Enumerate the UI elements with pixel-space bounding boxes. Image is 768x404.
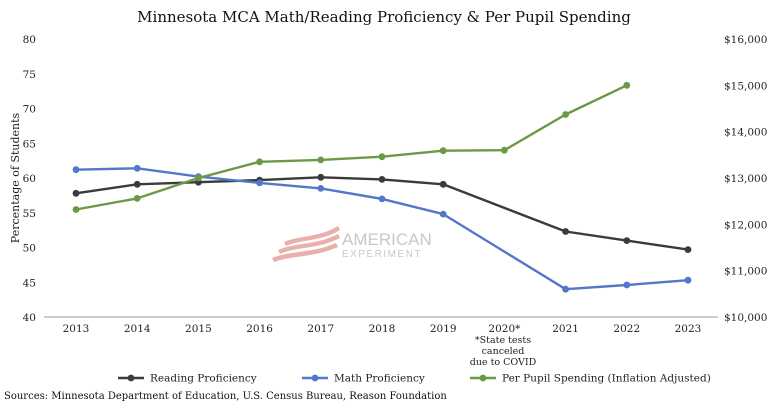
data-point (378, 176, 386, 183)
watermark-text-bottom: EXPERIMENT (342, 249, 422, 260)
legend-label: Math Proficiency (334, 373, 425, 385)
x-tick-label: 2017 (307, 323, 334, 335)
right-tick-label: $13,000 (724, 173, 767, 185)
covid-annotation: *State tests canceled due to COVID (470, 335, 537, 368)
data-point (317, 173, 325, 181)
right-tick-label: $15,000 (724, 80, 767, 92)
data-point (562, 285, 569, 293)
data-point (256, 179, 263, 187)
left-tick-label: 75 (23, 69, 36, 81)
data-point (439, 210, 447, 218)
x-tick-label: 2015 (185, 323, 212, 335)
left-axis-ticks: 40 45 50 55 60 65 70 75 80 (23, 34, 36, 324)
left-tick-label: 55 (23, 208, 36, 220)
y-axis-label: Percentage of Students (9, 112, 22, 243)
legend-marker (127, 374, 135, 382)
data-point (623, 281, 631, 289)
series-line (75, 176, 689, 251)
data-point (72, 189, 80, 197)
data-point (317, 156, 325, 164)
chart-title: Minnesota MCA Math/Reading Proficiency &… (137, 8, 631, 26)
x-tick-label: 2020* (488, 323, 521, 335)
data-point (133, 195, 141, 202)
legend-item: Per Pupil Spending (Inflation Adjusted) (470, 373, 711, 385)
data-point (378, 153, 386, 161)
x-tick-label: 2021 (552, 323, 579, 335)
right-tick-label: $14,000 (724, 127, 767, 139)
x-tick-label: 2019 (430, 323, 457, 335)
right-tick-label: $11,000 (724, 266, 767, 278)
data-point (72, 166, 80, 174)
watermark-text-top: AMERICAN (342, 230, 432, 249)
series-line (75, 84, 628, 211)
source-note: Sources: Minnesota Department of Educati… (4, 391, 447, 402)
data-point (684, 246, 692, 254)
legend-label: Per Pupil Spending (Inflation Adjusted) (502, 373, 711, 385)
left-tick-label: 70 (23, 104, 36, 116)
x-axis-ticks: 2013 2014 2015 2016 2017 2018 2019 2020* 2021 202… (63, 323, 702, 335)
left-tick-label: 80 (23, 34, 36, 46)
data-point (133, 180, 141, 188)
left-tick-label: 65 (23, 138, 36, 150)
legend: Reading Proficiency Math Proficiency Per P… (118, 373, 711, 385)
annotation-line-1: *State tests (475, 335, 531, 346)
series-reading-proficiency (72, 173, 692, 254)
left-tick-label: 40 (23, 312, 36, 324)
legend-marker (479, 374, 487, 382)
data-point (378, 195, 386, 203)
x-tick-label: 2016 (246, 323, 273, 335)
data-point (317, 185, 325, 192)
right-tick-label: $10,000 (724, 312, 767, 324)
data-point (623, 81, 631, 89)
data-point (623, 237, 631, 245)
x-tick-label: 2014 (124, 323, 151, 335)
legend-item: Math Proficiency (302, 373, 425, 385)
x-tick-label: 2013 (63, 323, 90, 335)
series-per-pupil-spending-inflation-adjusted (72, 81, 631, 213)
data-point (439, 147, 447, 155)
data-point (72, 206, 80, 213)
data-point (439, 180, 447, 188)
data-point (684, 276, 692, 284)
data-point (501, 146, 508, 154)
data-point (562, 228, 569, 235)
watermark-logo: AMERICAN EXPERIMENT (272, 226, 432, 262)
data-point (133, 164, 141, 172)
annotation-line-3: due to COVID (470, 357, 537, 368)
legend-label: Reading Proficiency (150, 373, 257, 385)
annotation-line-2: canceled (482, 346, 525, 357)
data-point (256, 158, 263, 166)
right-tick-label: $16,000 (724, 34, 767, 46)
left-tick-label: 50 (23, 243, 36, 255)
series-layer (72, 81, 692, 293)
data-point (195, 174, 202, 182)
series-line (75, 167, 689, 291)
legend-marker (311, 374, 319, 382)
right-tick-label: $12,000 (724, 219, 767, 231)
left-tick-label: 60 (23, 173, 36, 185)
x-tick-label: 2022 (613, 323, 640, 335)
left-tick-label: 45 (23, 277, 36, 289)
data-point (562, 111, 569, 118)
legend-item: Reading Proficiency (118, 373, 257, 385)
x-tick-label: 2018 (369, 323, 396, 335)
x-tick-label: 2023 (675, 323, 702, 335)
right-axis-ticks: $10,000 $11,000 $12,000 $13,000 $14,000 $15,0… (724, 34, 767, 324)
flag-swoosh-icon (272, 226, 340, 262)
